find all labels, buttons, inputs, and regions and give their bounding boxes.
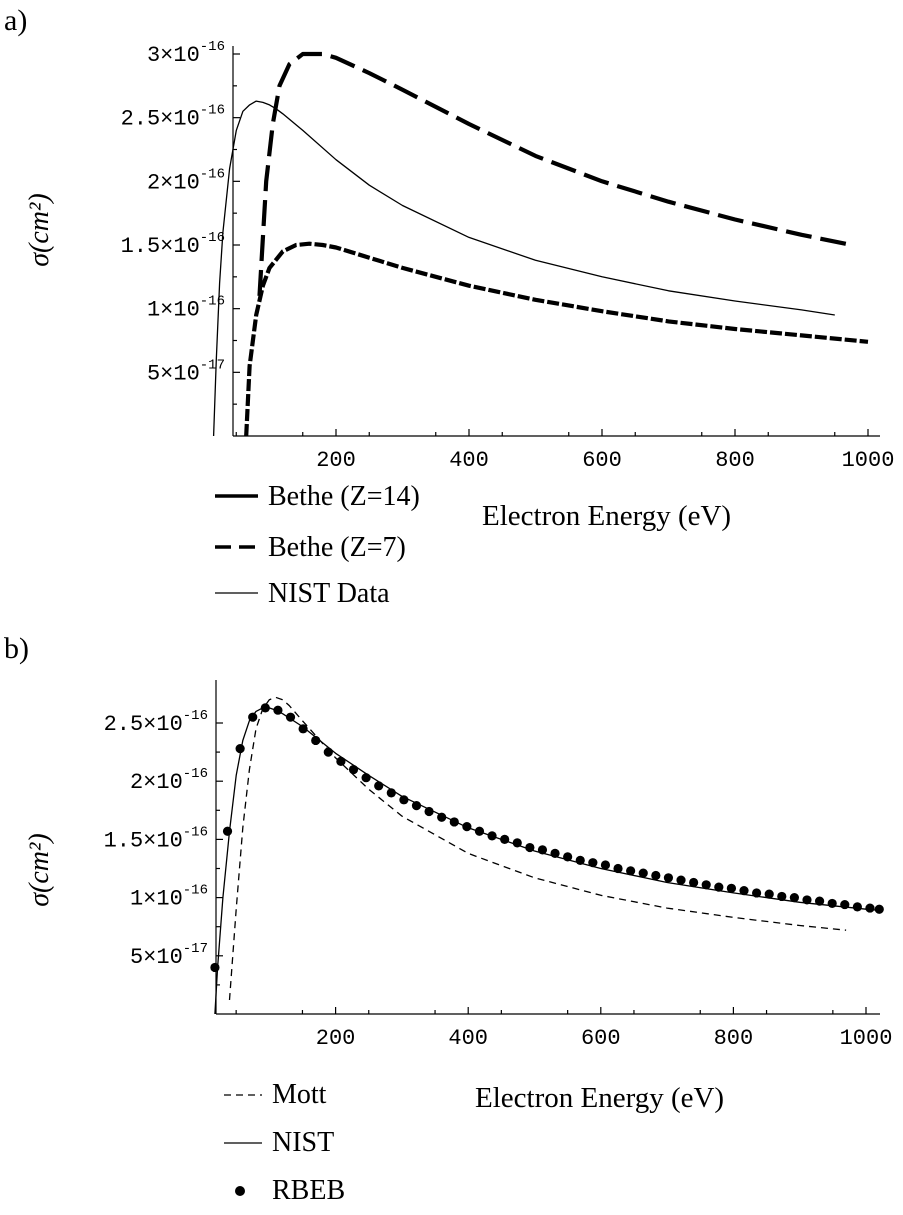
panel-a-x-tick-label: 600 bbox=[582, 448, 622, 473]
panel-b-rbeb-point bbox=[726, 883, 737, 893]
panel-b-rbeb-point bbox=[411, 801, 422, 811]
legend-nist-data-label: NIST Data bbox=[268, 578, 390, 609]
panel-b-rbeb-point bbox=[474, 826, 485, 836]
panel-b-rbeb-point bbox=[487, 831, 497, 841]
panel-b-rbeb-point bbox=[525, 842, 535, 853]
panel-b-rbeb-point bbox=[512, 838, 522, 848]
panel-a-y-tick-label: 5×10-17 bbox=[147, 357, 225, 386]
panel-a-y-tick-label: 3×10-16 bbox=[147, 39, 225, 68]
panel-b-rbeb-point bbox=[348, 764, 359, 775]
legend-mott-label: Mott bbox=[272, 1079, 327, 1110]
panel-b-rbeb-point bbox=[500, 834, 510, 845]
panel-a-y-tick-label: 1.5×10-16 bbox=[121, 230, 225, 259]
panel-a-nist-data-line bbox=[212, 100, 835, 437]
panel-b-rbeb-point bbox=[399, 795, 409, 805]
panel-b-rbeb-point bbox=[424, 806, 434, 817]
panel-b-rbeb-point bbox=[865, 903, 875, 913]
panel-b-rbeb-point bbox=[248, 712, 258, 722]
panel-b-rbeb-point bbox=[789, 893, 799, 903]
panel-b-rbeb-point bbox=[689, 877, 699, 888]
panel-b-x-tick-label: 800 bbox=[714, 1026, 754, 1051]
legend-bethe-z14-label: Bethe (Z=14) bbox=[268, 481, 420, 512]
legend-bethe-z7-label: Bethe (Z=7) bbox=[268, 532, 406, 563]
panel-b-rbeb-point bbox=[550, 848, 560, 858]
panel-b-rbeb-point bbox=[323, 747, 333, 757]
panel-b-rbeb-point bbox=[701, 880, 711, 890]
panel-b-rbeb-point bbox=[613, 863, 623, 874]
panel-b-rbeb-point bbox=[802, 895, 812, 905]
panel-a-bethe-z-7-line bbox=[257, 51, 852, 297]
panel-b-rbeb-point bbox=[336, 756, 346, 767]
panel-a-x-tick-label: 1000 bbox=[842, 448, 895, 473]
panel-b-rbeb-point bbox=[575, 855, 585, 865]
panel-b-rbeb-point bbox=[210, 962, 220, 973]
panel-b-rbeb-point bbox=[222, 826, 233, 836]
panel-b-rbeb-point bbox=[840, 899, 850, 910]
panel-b-y-tick-label: 1.5×10-16 bbox=[104, 824, 208, 853]
panel-b-x-tick-label: 600 bbox=[581, 1026, 621, 1051]
panel-a-chart: 200 400 600 800 1000 5×10-17 1×10-16 1.5×10-16 2… bbox=[24, 39, 894, 473]
panel-b-rbeb-point bbox=[600, 860, 611, 870]
panel-b-rbeb-point bbox=[764, 889, 774, 899]
panel-b-y-axis-label: σ(cm²) bbox=[24, 833, 55, 907]
panel-a-x-tick-label: 400 bbox=[449, 448, 489, 473]
panel-b-x-tick-label: 1000 bbox=[840, 1026, 893, 1051]
legend-rbeb-marker bbox=[235, 1186, 245, 1196]
panel-b-rbeb-point bbox=[852, 902, 862, 912]
panel-b-rbeb-point bbox=[311, 735, 321, 746]
panel-b-rbeb-point bbox=[874, 904, 884, 914]
panel-b-rbeb-point bbox=[638, 868, 648, 878]
panel-a-y-axis-label: σ(cm²) bbox=[24, 193, 55, 267]
panel-b-label: b) bbox=[4, 632, 29, 665]
panel-b-rbeb-point bbox=[437, 812, 447, 822]
panel-a-x-tick-label: 200 bbox=[316, 448, 356, 473]
panel-a-y-tick-label: 1×10-16 bbox=[147, 294, 225, 323]
panel-b-y-tick-label: 2×10-16 bbox=[130, 766, 208, 795]
panel-b-rbeb-point bbox=[714, 882, 724, 892]
panel-b-rbeb-point bbox=[260, 703, 270, 713]
panel-b-rbeb-point bbox=[235, 744, 245, 754]
panel-a-label: a) bbox=[4, 4, 27, 37]
panel-a-x-tick-label: 800 bbox=[715, 448, 755, 473]
legend-rbeb-label: RBEB bbox=[272, 1175, 345, 1206]
legend-nist-label: NIST bbox=[272, 1127, 334, 1158]
panel-b-rbeb-point bbox=[361, 773, 371, 783]
panel-b-rbeb-point bbox=[626, 866, 636, 876]
panel-b-rbeb-point bbox=[777, 891, 787, 902]
panel-b-rbeb-point bbox=[814, 896, 825, 906]
panel-b-x-tick-label: 400 bbox=[448, 1026, 488, 1051]
panel-b-rbeb-point bbox=[273, 705, 283, 715]
panel-b-rbeb-point bbox=[285, 712, 296, 722]
panel-b-rbeb-point bbox=[374, 781, 384, 791]
panel-a-bethe-z-14-line bbox=[244, 241, 869, 437]
panel-b-rbeb-point bbox=[588, 858, 598, 868]
panel-a-y-tick-label: 2×10-16 bbox=[147, 166, 225, 195]
panel-b-rbeb-point bbox=[563, 852, 573, 862]
panel-b-x-axis-label: Electron Energy (eV) bbox=[475, 1082, 724, 1114]
panel-b-rbeb-point bbox=[462, 821, 472, 832]
panel-b-y-tick-label: 1×10-16 bbox=[130, 883, 208, 912]
panel-a-legend: Bethe (Z=14) Bethe (Z=7) NIST Data bbox=[215, 481, 420, 609]
panel-b-rbeb-point bbox=[651, 870, 661, 881]
panel-b-nist-line bbox=[214, 707, 880, 1015]
panel-b-y-tick-label: 2.5×10-16 bbox=[104, 708, 208, 737]
panel-b-rbeb-point bbox=[449, 817, 459, 827]
panel-b-mott-line bbox=[228, 696, 847, 1001]
panel-b-legend: Mott NIST RBEB bbox=[224, 1079, 345, 1206]
panel-b-rbeb-point bbox=[676, 875, 686, 885]
panel-b-rbeb-point bbox=[739, 886, 749, 896]
panel-b-chart: 200 400 600 800 1000 5×10-17 1×10-16 1.5×10-16 2… bbox=[24, 680, 892, 1051]
panel-b-rbeb-point bbox=[663, 873, 674, 883]
panel-b-rbeb-point bbox=[827, 898, 837, 909]
panel-b-rbeb-point bbox=[537, 845, 548, 855]
panel-a-x-axis-label: Electron Energy (eV) bbox=[482, 500, 731, 532]
panel-b-rbeb-point bbox=[386, 788, 396, 798]
panel-b-rbeb-point bbox=[298, 724, 308, 734]
panel-b-y-tick-label: 5×10-17 bbox=[130, 941, 208, 970]
panel-b-x-tick-label: 200 bbox=[316, 1026, 356, 1051]
panel-b-rbeb-point bbox=[752, 888, 762, 898]
panel-a-y-tick-label: 2.5×10-16 bbox=[121, 103, 225, 132]
